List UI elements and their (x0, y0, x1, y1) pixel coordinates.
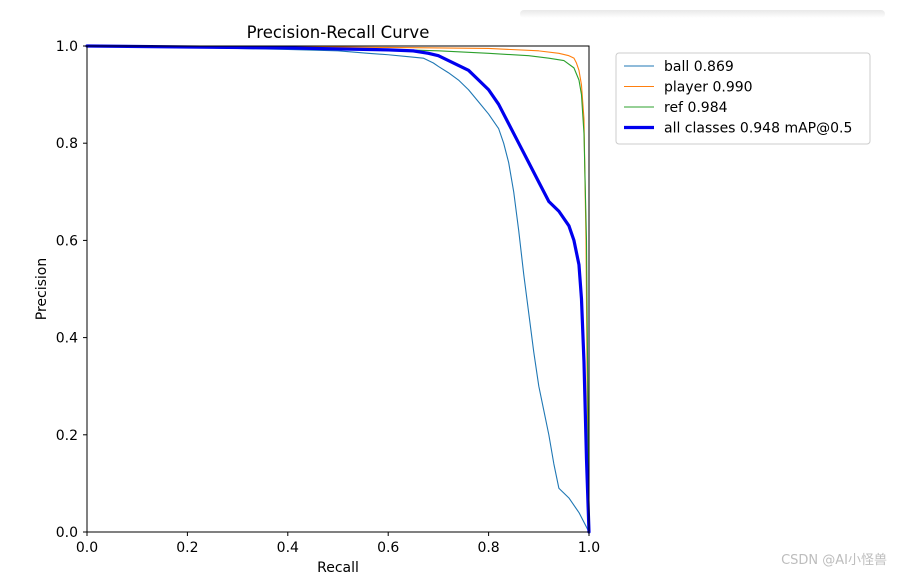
x-tick-label: 1.0 (578, 540, 600, 556)
y-axis-label: Precision (34, 258, 50, 320)
legend-label-3: all classes 0.948 mAP@0.5 (664, 121, 852, 137)
plot-area (87, 46, 589, 532)
series-line-0 (86, 45, 590, 533)
y-tick-label: 1.0 (56, 39, 78, 55)
chart-title: Precision-Recall Curve (247, 23, 430, 42)
axes-frame (86, 45, 590, 533)
y-tick-label: 0.4 (56, 331, 78, 347)
y-tick-label: 0.6 (56, 233, 78, 249)
y-tick-label: 0.2 (56, 428, 78, 444)
y-tick-label: 0.8 (56, 136, 78, 152)
x-tick-label: 0.4 (277, 540, 299, 556)
legend-label-2: ref 0.984 (664, 100, 728, 116)
x-tick-label: 0.2 (176, 540, 198, 556)
watermark-text: CSDN @AI小怪兽 (781, 553, 887, 568)
x-tick-label: 0.6 (377, 540, 399, 556)
legend-box (615, 52, 871, 145)
x-axis-label: Recall (317, 560, 359, 573)
top-shadow (520, 10, 885, 18)
y-tick-label: 0.0 (56, 525, 78, 541)
x-tick-label: 0.8 (477, 540, 499, 556)
series-line-3 (85, 44, 591, 534)
legend-label-1: player 0.990 (664, 80, 753, 96)
x-tick-label: 0.0 (76, 540, 98, 556)
legend-label-0: ball 0.869 (664, 59, 734, 75)
